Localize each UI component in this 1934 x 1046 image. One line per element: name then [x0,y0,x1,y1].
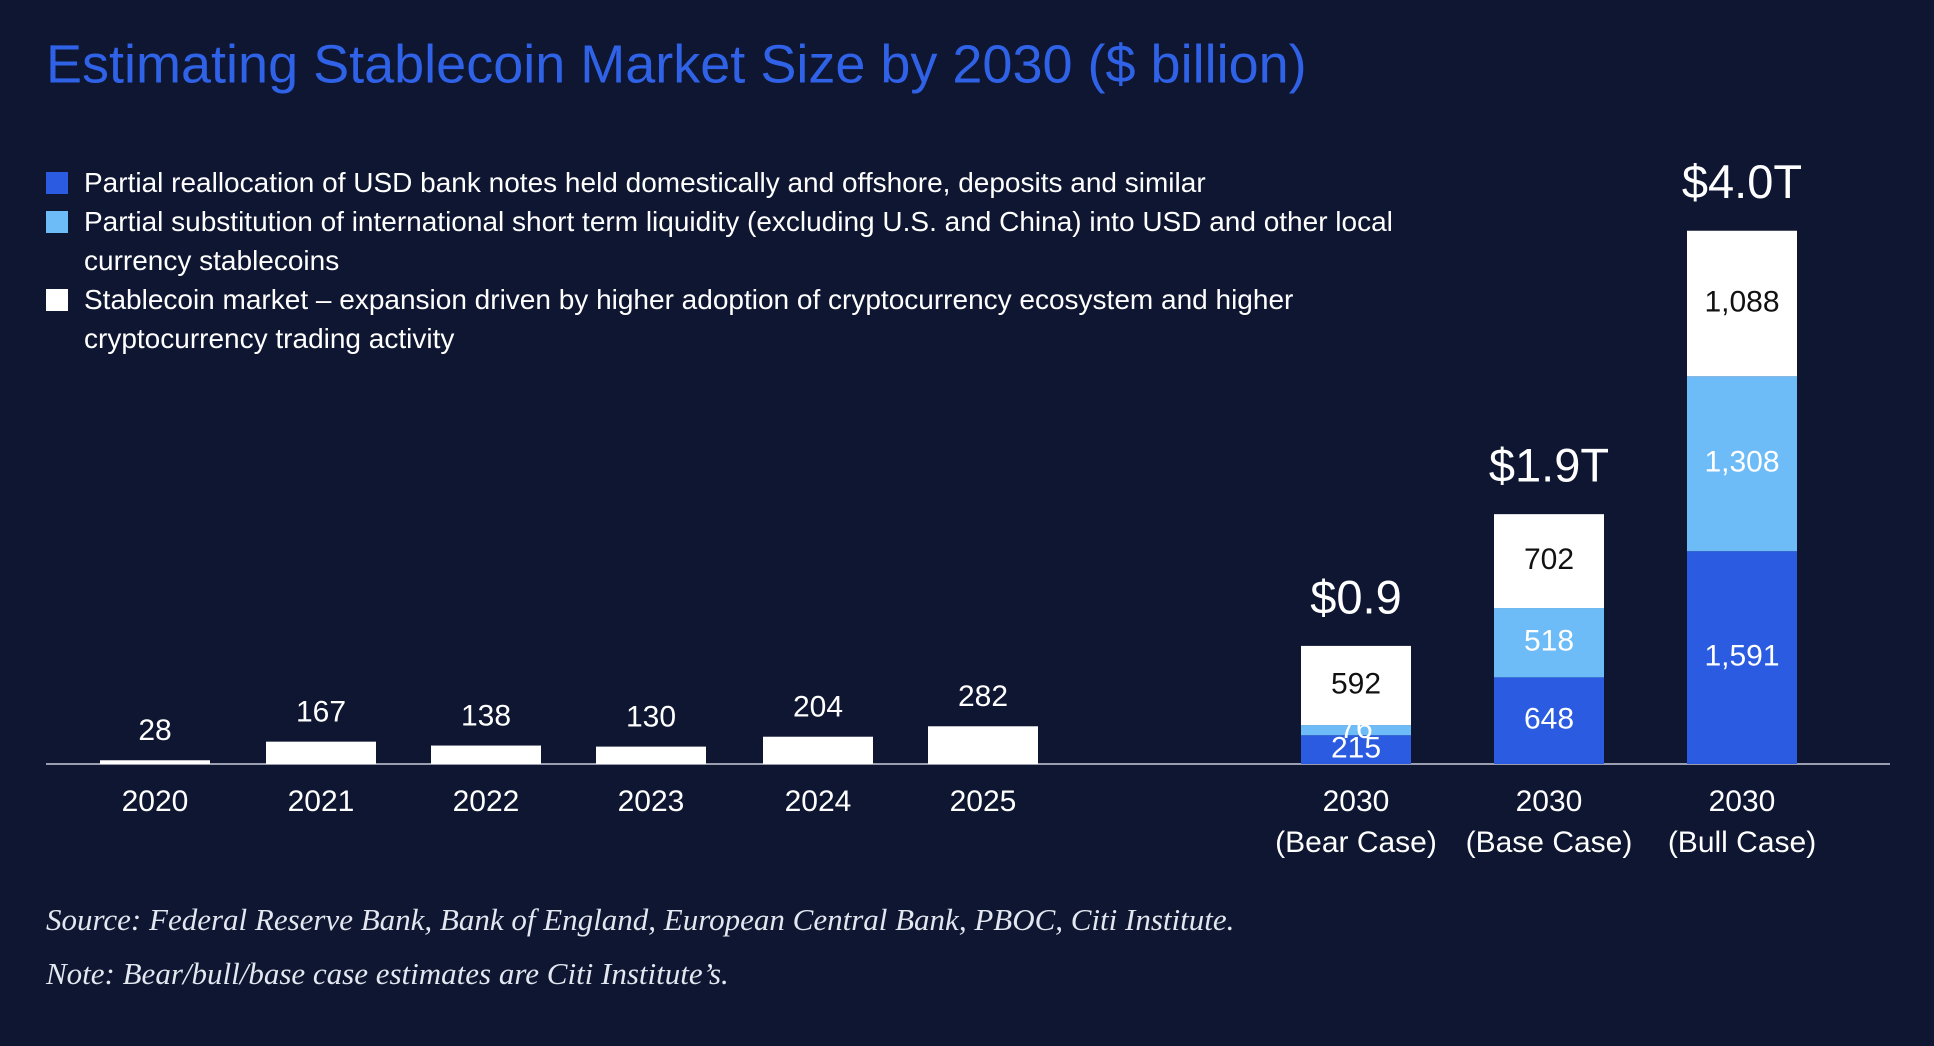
legend-item: Stablecoin market – expansion driven by … [46,280,1404,358]
chart-title: Estimating Stablecoin Market Size by 203… [46,34,1307,94]
bar-segment [596,746,706,764]
bar-segment [1301,735,1411,764]
value-label: 1,088 [1704,285,1779,318]
value-label: 518 [1524,625,1574,658]
bar-segment [928,726,1038,764]
bar-segment [1301,645,1411,726]
note: Note: Bear/bull/base case estimates are … [46,956,729,991]
x-tick-label: 2030 [1516,785,1583,818]
source-note: Source: Federal Reserve Bank, Bank of En… [46,902,1235,937]
x-tick-label: 2030 [1323,785,1390,818]
x-tick-label: 2025 [950,785,1017,818]
bar-segment [763,736,873,764]
bar-segment [1494,514,1604,609]
x-tick-label: 2022 [453,785,520,818]
legend-label: Partial reallocation of USD bank notes h… [84,167,1206,198]
x-tick-label: 2021 [288,785,355,818]
x-tick-label: 2020 [122,785,189,818]
total-label: $1.9T [1489,439,1609,492]
x-tick-label: (Bull Case) [1668,826,1816,859]
x-tick-label: 2024 [785,785,852,818]
bar-segment [266,741,376,764]
legend-swatch [46,172,68,194]
x-tick-label: (Base Case) [1466,826,1633,859]
value-label: 130 [626,701,676,734]
legend-item: Partial substitution of international sh… [46,202,1429,280]
legend-label: Partial substitution of international sh… [84,206,1393,276]
bar-segment [1494,677,1604,764]
total-label: $4.0T [1682,155,1802,208]
x-tick-label: 2023 [618,785,685,818]
bar-segment [1687,230,1797,377]
value-label: 1,308 [1704,446,1779,479]
value-label: 1,591 [1704,640,1779,673]
value-label: 592 [1331,667,1381,700]
legend-swatch [46,289,68,311]
bar-segment [1301,725,1411,736]
value-label: 167 [296,696,346,729]
bar-segment [1687,376,1797,552]
legend-item: Partial reallocation of USD bank notes h… [46,163,1484,202]
bar-segment [100,760,210,764]
bar-segment [1687,551,1797,764]
bar-segment [431,745,541,764]
legend: Partial reallocation of USD bank notes h… [46,163,1484,358]
x-tick-label: 2030 [1709,785,1776,818]
value-label: 138 [461,699,511,732]
bar-segment [1494,608,1604,678]
value-label: 648 [1524,703,1574,736]
value-label: 204 [793,691,843,724]
value-label: 215 [1331,732,1381,765]
legend-label: Stablecoin market – expansion driven by … [84,284,1294,354]
value-label: 28 [138,714,171,747]
x-tick-label: (Bear Case) [1275,826,1437,859]
total-label: $0.9 [1310,570,1401,623]
value-label: 282 [958,680,1008,713]
legend-swatch [46,211,68,233]
value-label: 702 [1524,543,1574,576]
